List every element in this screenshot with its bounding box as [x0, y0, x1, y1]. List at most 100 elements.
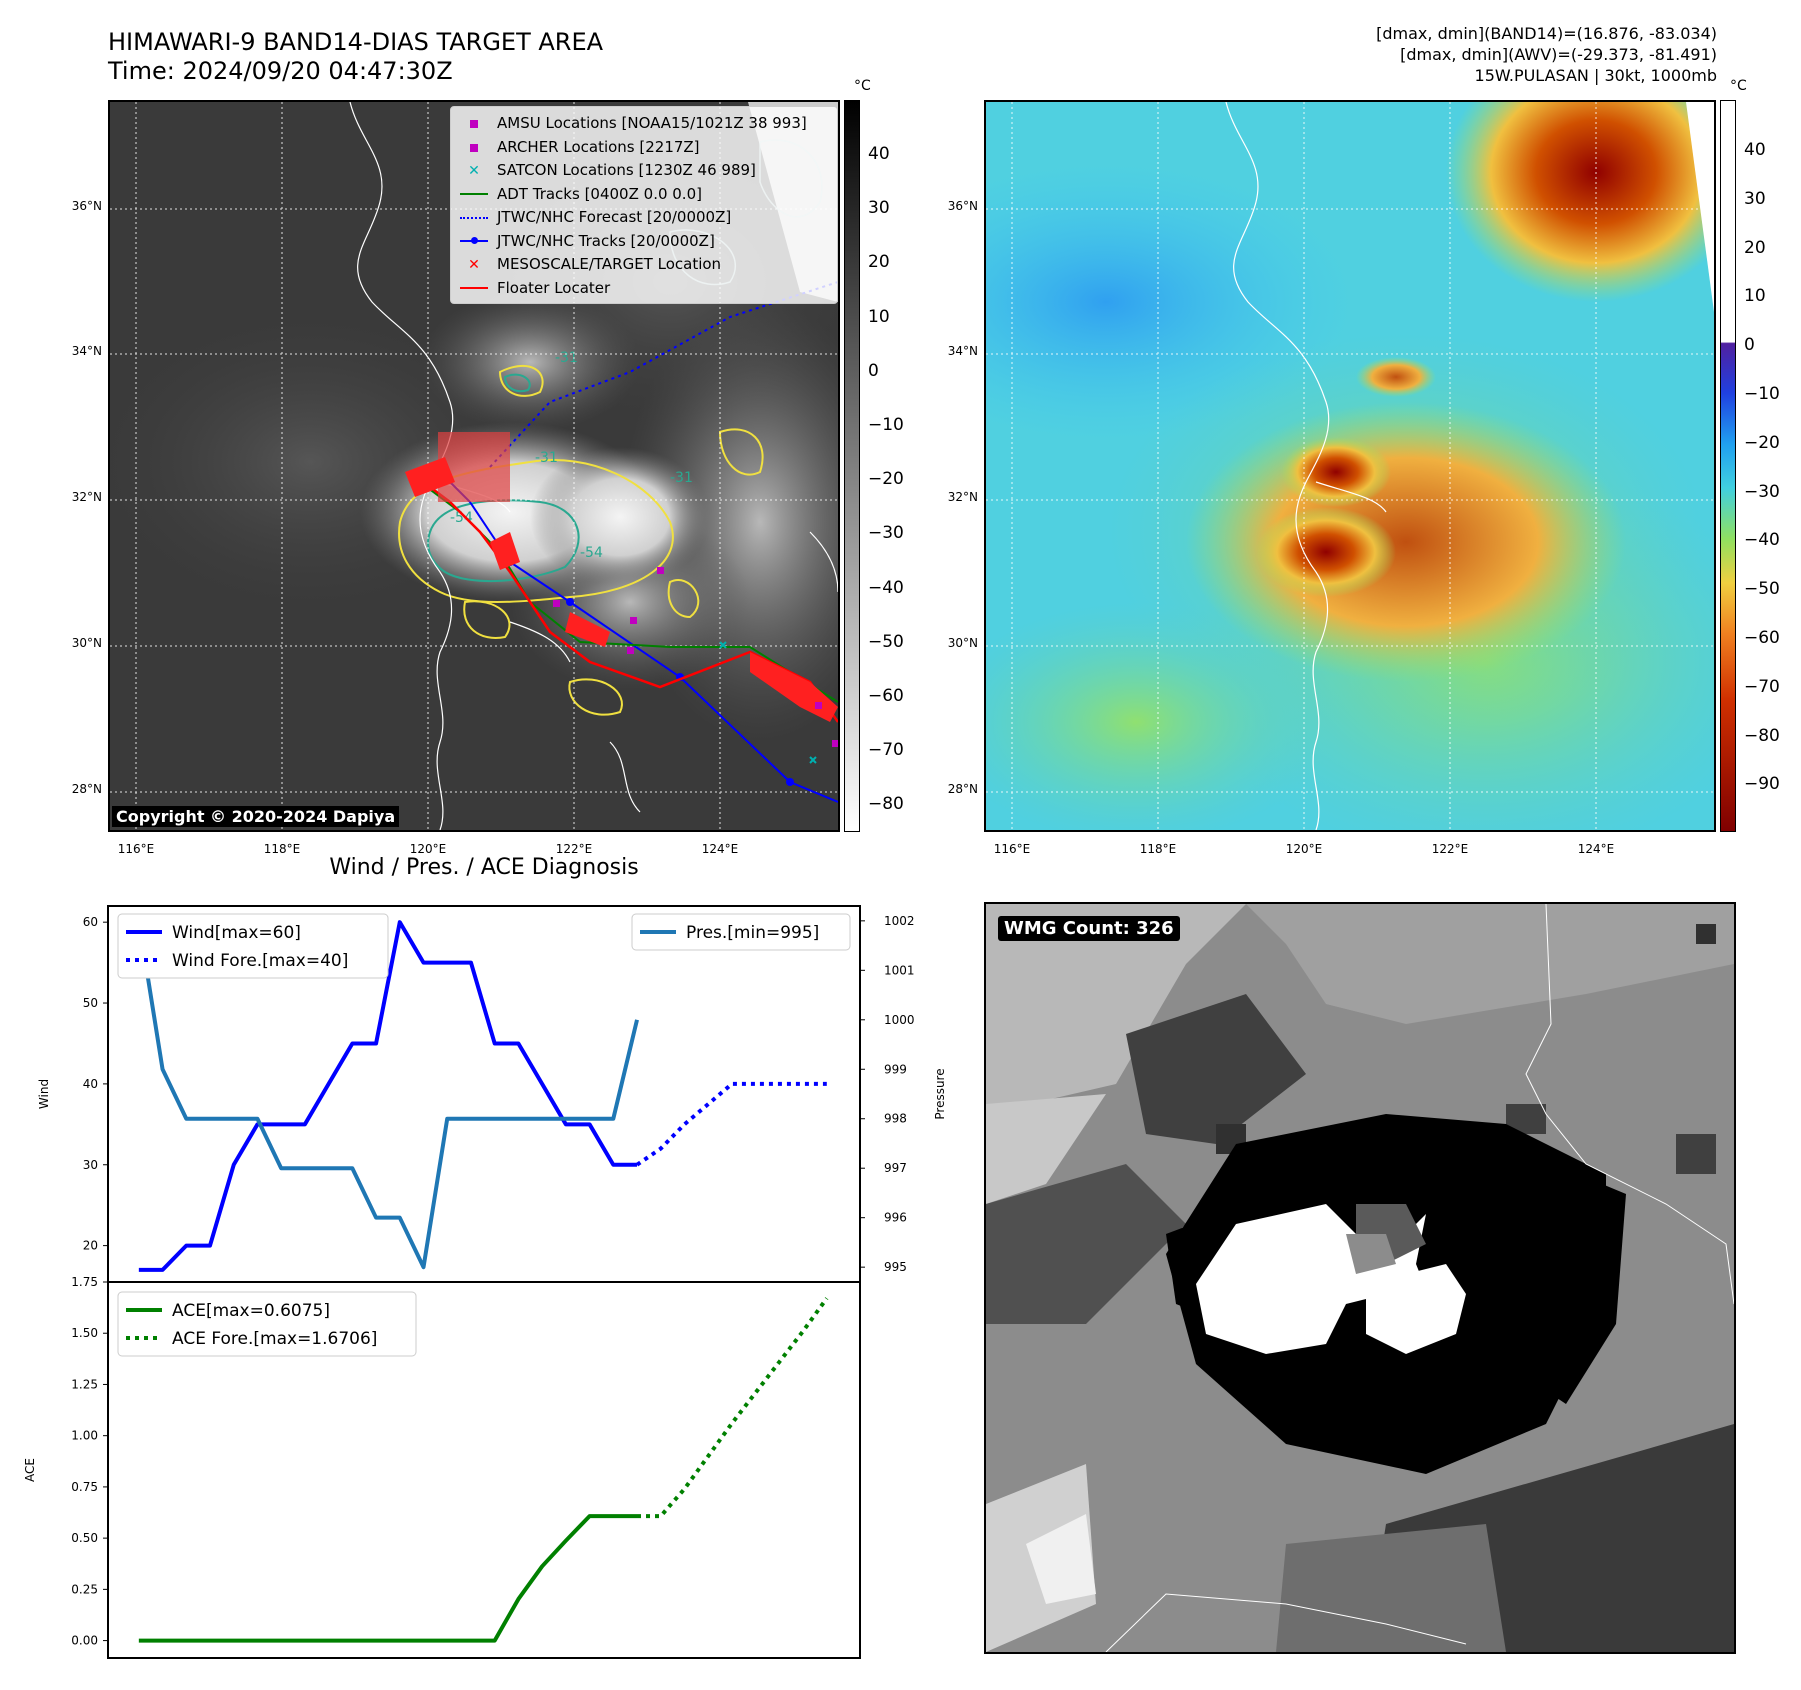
- legend-label: Pres.[min=995]: [686, 923, 819, 943]
- legend-entry: ARCHER Locations [2217Z]: [459, 137, 700, 157]
- colorbar-tick-label: −70: [1744, 676, 1780, 697]
- legend-swatch-icon: [459, 279, 489, 297]
- legend-label: Wind[max=60]: [172, 923, 301, 943]
- colorbar-tick-label: 30: [1744, 188, 1766, 209]
- lon-label: 124°E: [701, 842, 739, 856]
- ir-image-panel: -54 -31 -31 -54 -31: [108, 100, 840, 832]
- lat-label: 32°N: [947, 490, 978, 504]
- colorbar-tick-label: −90: [1744, 774, 1780, 795]
- colorbar-tick-label: −40: [868, 577, 904, 598]
- legend-entry: AMSU Locations [NOAA15/1021Z 38 993]: [459, 113, 807, 133]
- ace-ytick-label: 1.75: [71, 1275, 98, 1289]
- legend-label: JTWC/NHC Forecast [20/0000Z]: [497, 208, 732, 226]
- lon-label: 124°E: [1577, 842, 1615, 856]
- legend-label: ACE[max=0.6075]: [172, 1301, 330, 1321]
- legend-swatch-icon: [459, 185, 489, 203]
- lon-label: 118°E: [263, 842, 301, 856]
- legend-entry: Floater Locater: [459, 278, 610, 298]
- legend-swatch-icon: [459, 138, 489, 156]
- awv-image-panel: [984, 100, 1716, 832]
- lon-label: 116°E: [117, 842, 155, 856]
- pressure-ytick-label: 1000: [884, 1013, 915, 1027]
- lat-label: 30°N: [947, 636, 978, 650]
- colorbar-tick-label: 40: [1744, 140, 1766, 160]
- lat-label: 32°N: [71, 490, 102, 504]
- lon-label: 122°E: [555, 842, 593, 856]
- colorbar-tick-label: −30: [868, 523, 904, 544]
- pressure-legend: [631, 913, 851, 951]
- diagnosis-chart: Wind / Pres. / ACE Diagnosis 20 30 40 50 60 99…: [23, 855, 947, 1659]
- wind-ytick-label: 30: [83, 1158, 98, 1172]
- colorbar-tick-label: −10: [868, 415, 904, 435]
- legend-label: Wind Fore.[max=40]: [172, 951, 348, 971]
- wmg-panel: WMG Count: 326: [984, 902, 1736, 1654]
- ace-series-line: [138, 1514, 638, 1643]
- colorbar-tick-label: −50: [868, 631, 904, 652]
- ace-ytick-label: 0.25: [71, 1582, 98, 1596]
- ir-colorbar-unit: °C: [854, 78, 871, 94]
- pressure-ylabel: Pressure: [933, 1068, 947, 1119]
- legend-entry: ✕ MESOSCALE/TARGET Location: [459, 254, 721, 274]
- legend-swatch-icon: ✕: [468, 257, 480, 273]
- info-line2: [dmax, dmin](AWV)=(-29.373, -81.491): [1400, 45, 1717, 64]
- pressure-ytick-label: 996: [884, 1211, 907, 1225]
- colorbar-tick-label: 30: [868, 198, 890, 219]
- legend-label: ACE Fore.[max=1.6706]: [172, 1329, 377, 1349]
- pressure-ytick-label: 1002: [884, 914, 915, 928]
- colorbar-tick-label: 0: [1744, 335, 1755, 356]
- ace-legend: [117, 1291, 417, 1357]
- awv-colorbar-unit: °C: [1730, 78, 1747, 94]
- colorbar-tick-label: −20: [868, 469, 904, 490]
- awv-colorbar: [1720, 100, 1736, 832]
- colorbar-tick-label: −60: [1744, 628, 1780, 648]
- wind-legend: [117, 913, 389, 979]
- contour-label: -31: [535, 450, 558, 466]
- colorbar-tick-label: −50: [1744, 579, 1780, 600]
- wind-ytick-label: 20: [83, 1239, 98, 1253]
- contour-label: -54: [450, 510, 473, 526]
- wind-ylabel: Wind: [37, 1079, 51, 1109]
- pressure-ytick-label: 999: [884, 1062, 907, 1076]
- colorbar-tick-label: 20: [868, 252, 890, 273]
- colorbar-tick-label: 10: [868, 306, 890, 327]
- lat-label: 28°N: [947, 782, 978, 796]
- lat-label: 28°N: [71, 782, 102, 796]
- ace-ylabel: ACE: [23, 1458, 37, 1482]
- legend-label: ARCHER Locations [2217Z]: [497, 137, 700, 156]
- lat-label: 34°N: [947, 344, 978, 358]
- lon-label: 118°E: [1139, 842, 1177, 856]
- wmg-count-badge: WMG Count: 326: [998, 916, 1180, 941]
- awv-image-canvas: [986, 102, 1714, 830]
- pressure-ytick-label: 1001: [884, 963, 915, 977]
- wmg-canvas: [986, 904, 1734, 1652]
- legend-label: MESOSCALE/TARGET Location: [497, 255, 722, 273]
- colorbar-tick-label: 20: [1744, 237, 1766, 258]
- copyright-label: Copyright © 2020-2024 Dapiya: [112, 806, 400, 827]
- ace-ytick-label: 0.50: [71, 1531, 98, 1545]
- ace-ytick-label: 1.00: [71, 1429, 98, 1443]
- ir-colorbar: [844, 100, 860, 832]
- colorbar-tick-label: −70: [868, 740, 904, 761]
- lon-label: 116°E: [993, 842, 1031, 856]
- colorbar-tick-label: 10: [1744, 286, 1766, 307]
- contour-label: -31: [670, 470, 693, 486]
- lon-label: 122°E: [1431, 842, 1469, 856]
- legend-swatch-icon: [459, 208, 489, 226]
- lon-label: 120°E: [409, 842, 447, 856]
- legend-label: AMSU Locations [NOAA15/1021Z 38 993]: [497, 114, 807, 132]
- ace-forecast-series-line: [637, 1297, 829, 1519]
- legend-entry: ADT Tracks [0400Z 0.0 0.0]: [459, 184, 702, 204]
- wind-ytick-label: 50: [83, 996, 98, 1010]
- colorbar-tick-label: −40: [1744, 530, 1780, 551]
- colorbar-tick-label: −20: [1744, 432, 1780, 453]
- legend-swatch-icon: [459, 114, 489, 132]
- legend-label: SATCON Locations [1230Z 46 989]: [497, 161, 756, 179]
- legend-entry: JTWC/NHC Forecast [20/0000Z]: [459, 207, 731, 227]
- figure-title-line1: HIMAWARI-9 BAND14-DIAS TARGET AREA: [108, 28, 604, 56]
- lon-label: 120°E: [1285, 842, 1323, 856]
- colorbar-tick-label: −30: [1744, 481, 1780, 502]
- ace-ytick-label: 0.75: [71, 1480, 98, 1494]
- pressure-ytick-label: 995: [884, 1260, 907, 1274]
- figure-title-line2: Time: 2024/09/20 04:47:30Z: [108, 57, 453, 85]
- wind-series-line: [138, 920, 638, 1272]
